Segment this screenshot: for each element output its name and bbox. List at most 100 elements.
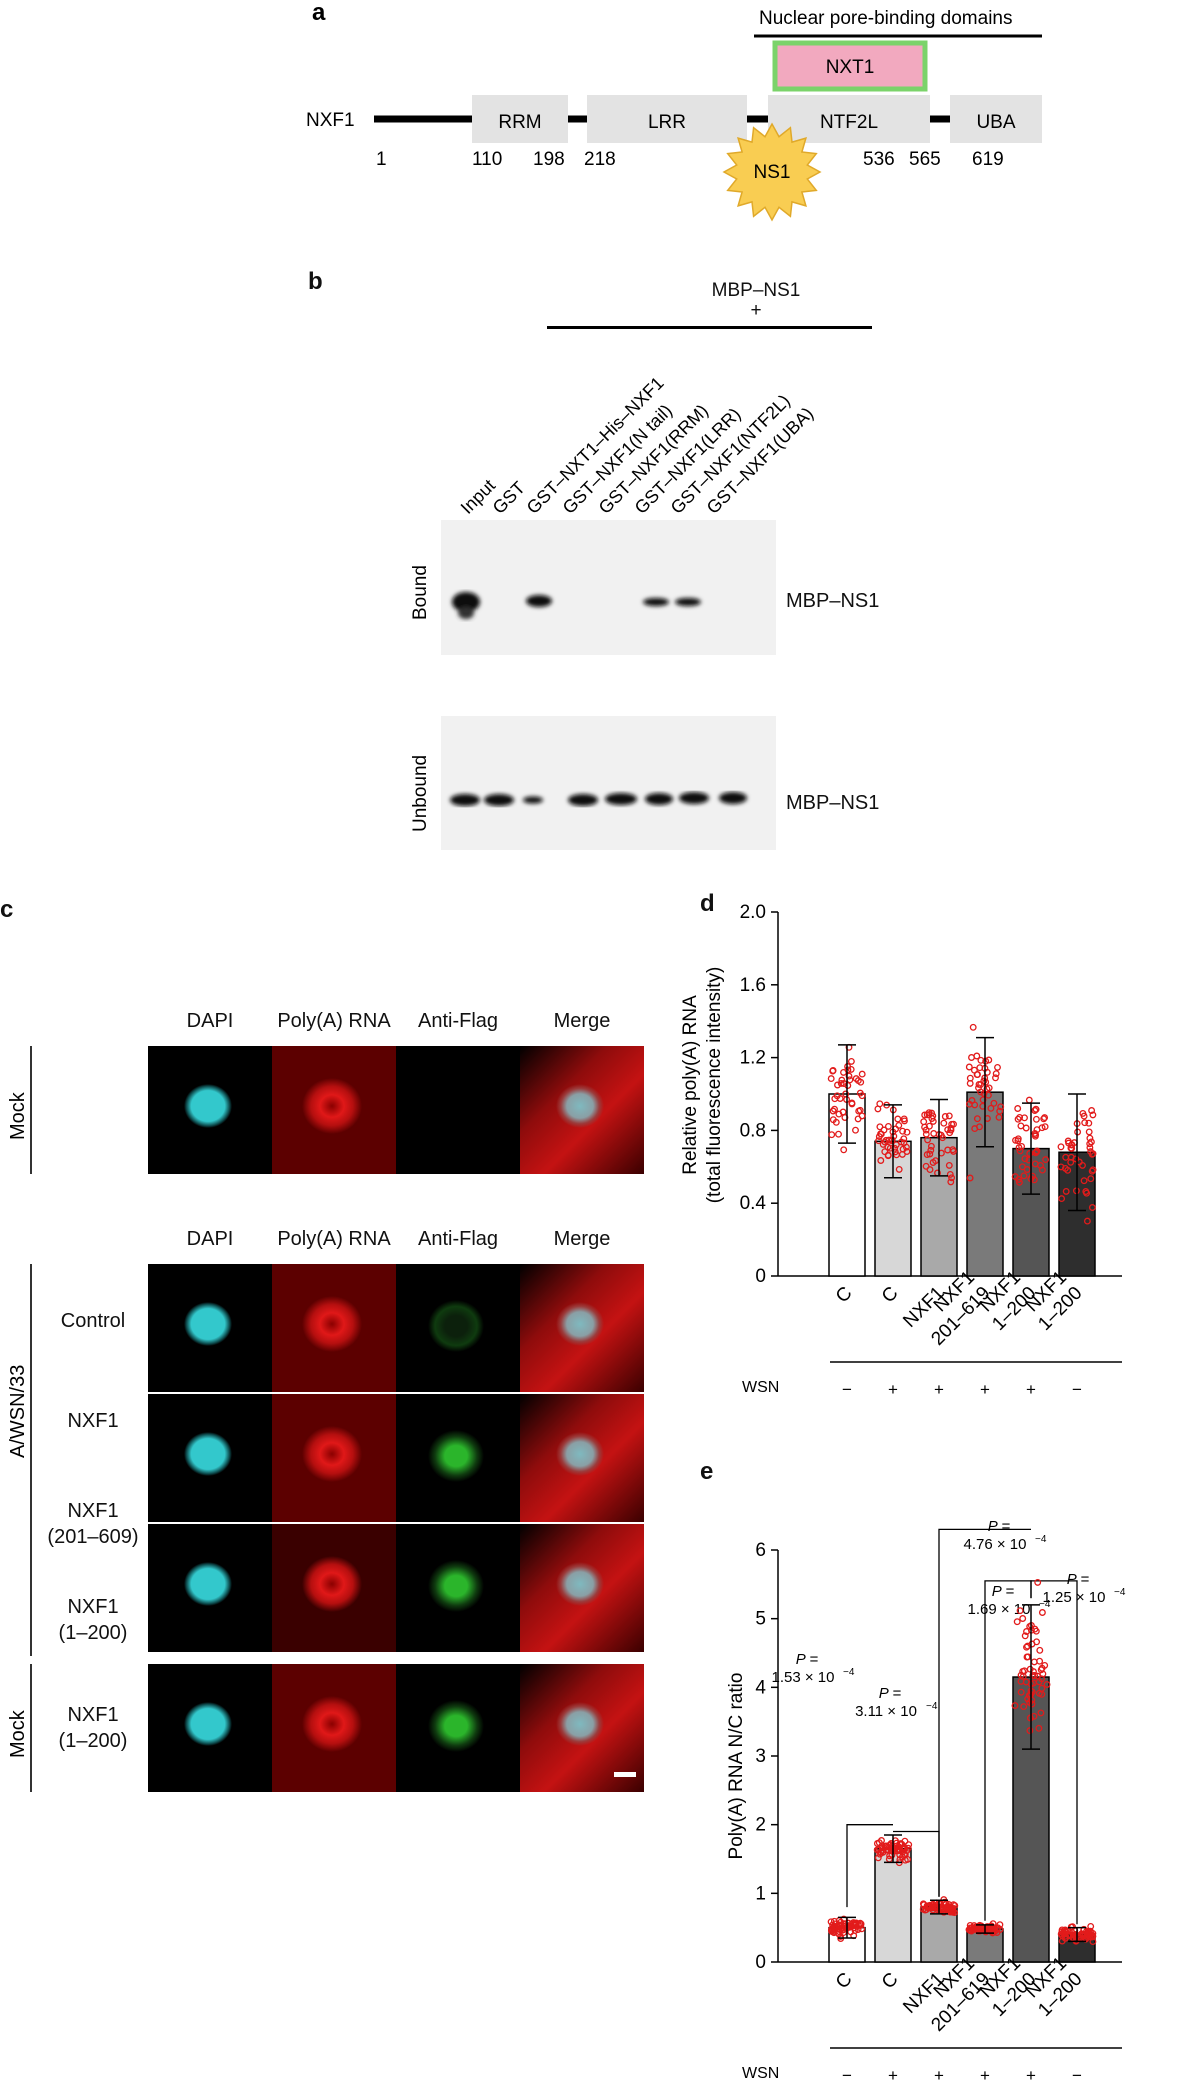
e-point xyxy=(1017,1688,1025,1696)
d-point xyxy=(966,1074,974,1082)
e-point xyxy=(1016,1607,1024,1615)
band-label-unbound: MBP–NS1 xyxy=(786,792,880,814)
d-point xyxy=(945,1112,953,1120)
d-point xyxy=(831,1105,838,1113)
d-point xyxy=(1018,1163,1026,1171)
d-point xyxy=(856,1106,864,1114)
band-lrr-bound xyxy=(675,598,701,606)
d-point xyxy=(1089,1166,1097,1174)
micrograph-dapi xyxy=(148,1264,272,1392)
d-point xyxy=(966,1174,974,1182)
d-point xyxy=(1079,1161,1086,1169)
d-point xyxy=(1057,1163,1065,1171)
d-xlabel-text: C xyxy=(832,1283,857,1308)
row-label-control: Control xyxy=(60,1310,126,1332)
blot-unbound-membrane xyxy=(441,716,776,850)
d-point xyxy=(950,1147,957,1155)
panel-a-letter: a xyxy=(312,0,326,26)
d-point xyxy=(924,1136,932,1144)
pos-565: 565 xyxy=(909,149,941,170)
e-point xyxy=(1019,1672,1027,1680)
d-point xyxy=(846,1076,854,1084)
e-pvalue-prefix: P = xyxy=(988,1518,1011,1535)
d-point xyxy=(930,1130,938,1137)
d-point xyxy=(858,1092,866,1100)
d-point xyxy=(926,1150,934,1158)
e-xlabel: C xyxy=(832,1969,857,1994)
d-point xyxy=(845,1072,853,1080)
band-unbound xyxy=(450,794,480,806)
col-title-dapi: DAPI xyxy=(186,1010,234,1032)
nxt1-label: NXT1 xyxy=(826,57,875,78)
d-point xyxy=(995,1113,1003,1121)
d-point xyxy=(881,1148,889,1156)
micrograph-dapi xyxy=(148,1664,272,1792)
d-ytick-label: 0.4 xyxy=(740,1193,767,1214)
d-point xyxy=(927,1146,935,1154)
d-point xyxy=(1016,1113,1024,1121)
chart-e-ylabel: Poly(A) RNA N/C ratio xyxy=(726,1673,747,1860)
e-point xyxy=(944,1903,952,1910)
lane-label: GST xyxy=(489,478,529,518)
e-pvalue-exp: −4 xyxy=(1035,1534,1047,1545)
d-point xyxy=(1089,1111,1097,1119)
d-point xyxy=(1085,1119,1093,1127)
d-point xyxy=(885,1136,893,1144)
pos-536: 536 xyxy=(863,149,895,170)
micrograph-dapi xyxy=(148,1394,272,1522)
e-point xyxy=(1019,1615,1027,1622)
d-point xyxy=(965,1063,973,1071)
e-point xyxy=(1031,1625,1039,1633)
d-point xyxy=(1081,1119,1089,1127)
e-point xyxy=(898,1853,906,1861)
d-point xyxy=(1080,1177,1088,1185)
d-point xyxy=(894,1115,902,1123)
domain-lrr xyxy=(587,95,747,143)
e-point xyxy=(1023,1653,1031,1661)
d-wsn-sign: + xyxy=(980,1380,990,1399)
e-ytick-label: 0 xyxy=(755,1952,766,1973)
e-point xyxy=(921,1906,929,1914)
d-point xyxy=(922,1162,930,1170)
d-point xyxy=(1032,1105,1040,1113)
d-point xyxy=(947,1124,955,1132)
e-pvalue-exp: −4 xyxy=(1039,1599,1051,1610)
e-point xyxy=(881,1842,889,1850)
d-point xyxy=(891,1144,899,1152)
row-label-nxf1-201: NXF1 (201–609) xyxy=(47,1500,139,1548)
e-point xyxy=(827,1918,835,1926)
micrograph-merge xyxy=(520,1046,644,1174)
domain-uba xyxy=(950,95,1042,143)
d-point xyxy=(1064,1166,1072,1174)
d-point xyxy=(994,1063,1001,1071)
d-point xyxy=(992,1070,1000,1078)
d-point xyxy=(985,1056,993,1064)
pulldown-header: MBP–NS1 xyxy=(711,280,801,301)
chart-d-ylabel-1: Relative poly(A) RNA xyxy=(680,995,701,1175)
domain-diagram: a Nuclear pore-binding domains NXT1 NXF1… xyxy=(306,0,1042,222)
e-point xyxy=(1019,1667,1027,1675)
d-point xyxy=(890,1132,898,1140)
d-point xyxy=(1020,1172,1028,1180)
scale-bar xyxy=(614,1772,636,1777)
e-point xyxy=(1011,1702,1019,1710)
col-title-flag: Anti-Flag xyxy=(417,1010,499,1032)
d-point xyxy=(941,1113,949,1120)
col-title-polya-2: Poly(A) RNA xyxy=(277,1228,391,1250)
d-point xyxy=(1031,1160,1039,1168)
d-point xyxy=(847,1057,855,1065)
d-xlabel-text: C xyxy=(878,1283,903,1308)
d-point xyxy=(1015,1178,1023,1186)
d-point xyxy=(940,1119,948,1127)
e-point xyxy=(1043,1681,1051,1688)
chart-d: Relative poly(A) RNA (total fluorescence… xyxy=(680,902,1122,1399)
pos-619: 619 xyxy=(972,149,1004,170)
d-point xyxy=(925,1122,933,1130)
col-title-polya: Poly(A) RNA xyxy=(277,1010,391,1032)
virus-label: A/WSN/33 xyxy=(7,1365,29,1458)
d-point xyxy=(1014,1135,1022,1143)
d-point xyxy=(1086,1140,1094,1148)
e-point xyxy=(996,1921,1004,1929)
e-point xyxy=(1036,1646,1044,1654)
